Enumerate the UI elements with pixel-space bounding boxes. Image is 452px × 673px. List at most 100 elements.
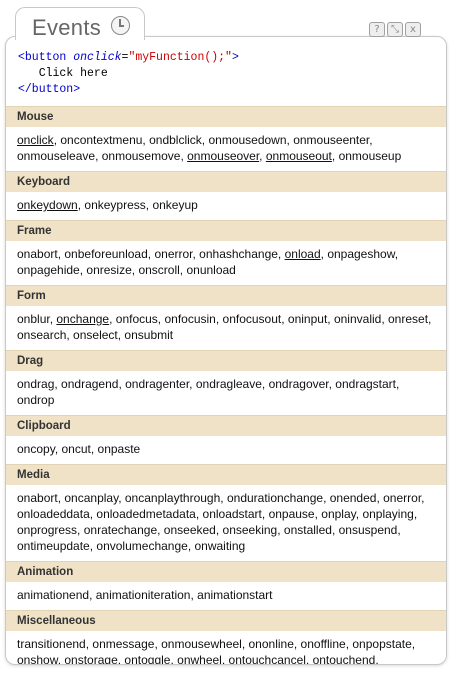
section-events-miscellaneous: transitionend, onmessage, onmousewheel, … <box>17 637 416 665</box>
event-ondragend: ondragend <box>61 377 119 391</box>
section-events-clipboard: oncopy, oncut, onpaste <box>17 442 141 456</box>
section-header-drag: Drag <box>6 350 446 371</box>
event-transitionend: transitionend <box>17 637 86 651</box>
section-events-form: onblur, onchange, onfocus, onfocusin, on… <box>17 312 432 342</box>
clock-icon <box>111 16 130 35</box>
event-onpageshow: onpageshow <box>327 247 395 261</box>
event-onfocus: onfocus <box>115 312 158 326</box>
event-oncanplay: oncanplay <box>64 491 119 505</box>
events-panel: <button onclick="myFunction();"> Click h… <box>5 36 447 665</box>
event-onload[interactable]: onload <box>284 247 321 261</box>
event-onselect: onselect <box>73 328 118 342</box>
event-onchange[interactable]: onchange <box>56 312 110 326</box>
event-onpagehide: onpagehide <box>17 263 80 277</box>
event-oninput: oninput <box>287 312 328 326</box>
section-header-frame: Frame <box>6 220 446 241</box>
event-onstalled: onstalled <box>283 523 332 537</box>
expand-icon[interactable]: ⤡ <box>387 22 403 37</box>
event-onresize: onresize <box>86 263 132 277</box>
section-header-form: Form <box>6 285 446 306</box>
event-oncopy: oncopy <box>17 442 55 456</box>
code-close-tag: </button> <box>18 83 81 96</box>
event-onloadstart: onloadstart <box>202 507 262 521</box>
event-onbeforeunload: onbeforeunload <box>64 247 148 261</box>
event-onmouseup: onmouseup <box>338 149 402 163</box>
close-icon[interactable]: x <box>405 22 421 37</box>
event-onscroll: onscroll <box>138 263 180 277</box>
section-header-mouse: Mouse <box>6 106 446 127</box>
event-onseeking: onseeking <box>222 523 278 537</box>
event-onvolumechange: onvolumechange <box>96 539 188 553</box>
event-ondragleave: ondragleave <box>195 377 262 391</box>
event-onabort: onabort <box>17 491 58 505</box>
event-onfocusin: onfocusin <box>164 312 216 326</box>
event-onended: onended <box>329 491 377 505</box>
event-onplaying: onplaying <box>362 507 414 521</box>
event-onoffline: onoffline <box>300 637 346 651</box>
event-onmousedown: onmousedown <box>208 133 287 147</box>
event-onsubmit: onsubmit <box>124 328 174 342</box>
event-onloadeddata: onloadeddata <box>17 507 90 521</box>
section-header-media: Media <box>6 464 446 485</box>
event-onmouseleave: onmouseleave <box>17 149 96 163</box>
event-onmouseenter: onmouseenter <box>293 133 370 147</box>
window-controls: ? ⤡ x <box>369 22 421 37</box>
event-onpause: onpause <box>268 507 315 521</box>
event-onratechange: onratechange <box>83 523 158 537</box>
section-events-drag: ondrag, ondragend, ondragenter, ondragle… <box>17 377 400 407</box>
help-icon[interactable]: ? <box>369 22 385 37</box>
code-attribute: onclick <box>73 51 122 64</box>
section-events-media: onabort, oncanplay, oncanplaythrough, on… <box>17 491 425 553</box>
events-tab: Events <box>15 7 145 40</box>
event-oninvalid: oninvalid <box>333 312 382 326</box>
event-ondrag: ondrag <box>17 377 55 391</box>
event-onerror: onerror <box>154 247 193 261</box>
widget-title: Events <box>32 15 102 40</box>
code-open-tag-close: > <box>231 51 239 64</box>
event-oncut: oncut <box>61 442 91 456</box>
section-events-mouse: onclick, oncontextmenu, ondblclick, onmo… <box>17 133 402 163</box>
event-ondblclick: ondblclick <box>149 133 202 147</box>
event-sections: Mouse onclick, oncontextmenu, ondblclick,… <box>6 106 446 665</box>
event-onreset: onreset <box>388 312 429 326</box>
event-ontouchcancel: ontouchcancel <box>228 653 306 665</box>
code-attribute-value: "myFunction();" <box>128 51 232 64</box>
code-equals: = <box>121 51 129 64</box>
event-onkeydown[interactable]: onkeydown <box>17 198 78 212</box>
event-ontimeupdate: ontimeupdate <box>17 539 90 553</box>
event-ondragenter: ondragenter <box>125 377 190 391</box>
event-onkeyup: onkeyup <box>152 198 198 212</box>
event-onclick[interactable]: onclick <box>17 133 54 147</box>
event-oncontextmenu: oncontextmenu <box>60 133 143 147</box>
section-events-keyboard: onkeydown, onkeypress, onkeyup <box>17 198 198 212</box>
section-events-animation: animationend, animationiteration, animat… <box>17 588 273 602</box>
event-onmouseout[interactable]: onmouseout <box>265 149 332 163</box>
event-oncanplaythrough: oncanplaythrough <box>124 491 221 505</box>
event-onseeked: onseeked <box>163 523 216 537</box>
event-onstorage: onstorage <box>64 653 118 665</box>
event-animationiteration: animationiteration <box>95 588 191 602</box>
event-ondurationchange: ondurationchange <box>226 491 324 505</box>
event-onshow: onshow <box>17 653 58 665</box>
event-onblur: onblur <box>17 312 50 326</box>
event-ondragstart: ondragstart <box>335 377 396 391</box>
event-onwheel: onwheel <box>177 653 222 665</box>
event-onpaste: onpaste <box>97 442 141 456</box>
event-animationend: animationend <box>17 588 90 602</box>
event-onmouseover[interactable]: onmouseover <box>187 149 260 163</box>
event-onsearch: onsearch <box>17 328 67 342</box>
event-animationstart: animationstart <box>197 588 273 602</box>
event-onloadedmetadata: onloadedmetadata <box>96 507 196 521</box>
event-ontouchend: ontouchend <box>312 653 376 665</box>
section-header-animation: Animation <box>6 561 446 582</box>
event-onmousemove: onmousemove <box>101 149 181 163</box>
event-onabort: onabort <box>17 247 58 261</box>
section-header-miscellaneous: Miscellaneous <box>6 610 446 631</box>
section-events-frame: onabort, onbeforeunload, onerror, onhash… <box>17 247 399 277</box>
event-onfocusout: onfocusout <box>222 312 282 326</box>
event-ononline: ononline <box>248 637 294 651</box>
code-button-text: Click here <box>18 67 108 80</box>
code-open-tag: <button <box>18 51 67 64</box>
event-onprogress: onprogress <box>17 523 78 537</box>
section-header-keyboard: Keyboard <box>6 171 446 192</box>
